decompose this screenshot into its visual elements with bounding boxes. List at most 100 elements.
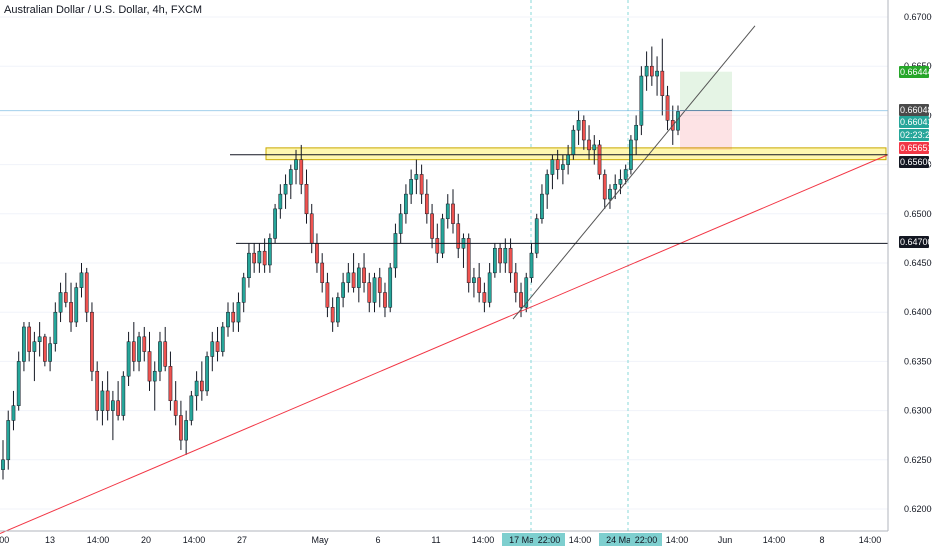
candle-body <box>173 400 178 416</box>
candle-body <box>398 213 403 234</box>
candle-body <box>231 311 236 323</box>
candle-body <box>315 243 319 264</box>
candle-body <box>445 203 450 219</box>
time-tick-label: 8 <box>819 535 824 545</box>
candle-body <box>147 351 152 382</box>
candle-body <box>184 420 188 441</box>
candle-body <box>105 390 110 411</box>
price-label-pill <box>899 142 929 154</box>
candle-body <box>330 307 335 323</box>
candle-body <box>1 459 5 470</box>
time-tick-label: 17 May '20 <box>509 535 553 545</box>
candle-body <box>367 282 372 303</box>
candle-body <box>545 174 550 195</box>
candle-body <box>168 366 173 402</box>
candle-body <box>419 174 424 195</box>
candle-body <box>194 380 199 397</box>
candle-body <box>550 159 555 175</box>
candle-body <box>53 311 58 344</box>
price-labels: 0.66444 0.66048 0.66041 02:23:21 0.65651 0.65… <box>899 66 932 248</box>
candle-body <box>16 361 21 406</box>
candle-body <box>529 252 534 279</box>
candle-body <box>158 341 162 372</box>
candle-body <box>613 184 618 190</box>
candle-body <box>126 341 131 377</box>
candle-body <box>111 400 115 411</box>
candle-body <box>430 213 434 239</box>
candle-body <box>131 341 136 362</box>
candle-body <box>273 208 277 239</box>
time-tick-label: 27 <box>237 535 247 545</box>
position-profit-zone <box>680 71 732 111</box>
price-label-pill <box>899 129 929 141</box>
time-tick-label: 14:00 <box>87 535 110 545</box>
candle-body <box>252 252 257 264</box>
price-label-pill <box>899 236 929 248</box>
candle-body <box>508 247 513 274</box>
drawing-lines-layer[interactable] <box>0 25 889 535</box>
candle-body <box>587 139 591 151</box>
position-tool-layer[interactable] <box>680 71 732 150</box>
price-label-text: 0.64700 <box>900 237 932 247</box>
candle-body <box>639 75 644 126</box>
price-axis[interactable]: 0.670000.665000.660000.655000.650000.645… <box>887 0 932 531</box>
candle-body <box>660 70 665 96</box>
candle-body <box>477 277 482 293</box>
candle-body <box>388 267 393 308</box>
candle-body <box>493 247 497 274</box>
candle-body <box>435 238 440 254</box>
candle-body <box>404 193 408 215</box>
candle-body <box>602 174 607 200</box>
price-label-text: 0.65600 <box>900 157 932 167</box>
candle-body <box>655 70 659 77</box>
candle-body <box>116 400 120 416</box>
candle-body <box>346 272 351 283</box>
supply-zone-layer <box>265 147 887 161</box>
candle-body <box>524 277 529 308</box>
candle-body <box>84 272 89 313</box>
time-axis[interactable]: :00 13 14:00 20 14:00 27 May 6 11 14:00 17 May '20… <box>0 530 888 546</box>
ascending-support-line <box>0 154 889 535</box>
candle-body <box>27 326 32 352</box>
candle-body <box>48 343 52 362</box>
candle-body <box>58 292 63 313</box>
candle-body <box>37 336 42 342</box>
candle-body <box>241 277 246 303</box>
candle-body <box>414 174 419 180</box>
candle-body <box>100 390 105 411</box>
candle-body <box>383 292 387 308</box>
time-tick-highlight <box>533 533 565 546</box>
candle-body <box>90 311 94 372</box>
candle-body <box>534 218 539 254</box>
price-label-pill <box>899 66 929 78</box>
candle-body <box>247 252 251 279</box>
candle-body <box>152 370 157 382</box>
candle-body <box>466 238 471 283</box>
candle-body <box>519 292 523 308</box>
candle-body <box>649 65 654 77</box>
grid-lines <box>0 0 888 531</box>
candle-body <box>121 375 126 416</box>
candle-body <box>634 124 638 141</box>
candle-body <box>503 247 508 264</box>
candle-body <box>592 144 597 151</box>
supply-zone <box>265 147 887 161</box>
candle-body <box>341 282 345 298</box>
candle-body <box>456 223 461 249</box>
candle-body <box>210 341 215 357</box>
candle-body <box>372 277 377 303</box>
rising-trend-line <box>512 25 756 320</box>
candle-body <box>288 169 293 185</box>
candle-body <box>299 159 304 185</box>
candle-body <box>309 213 314 244</box>
position-loss-zone <box>680 110 732 150</box>
candle-body <box>409 179 413 195</box>
candle-body <box>555 159 560 170</box>
candle-body <box>487 272 492 303</box>
time-tick-label: 14:00 <box>859 535 882 545</box>
candle-body <box>236 302 241 323</box>
candle-body <box>351 272 356 288</box>
